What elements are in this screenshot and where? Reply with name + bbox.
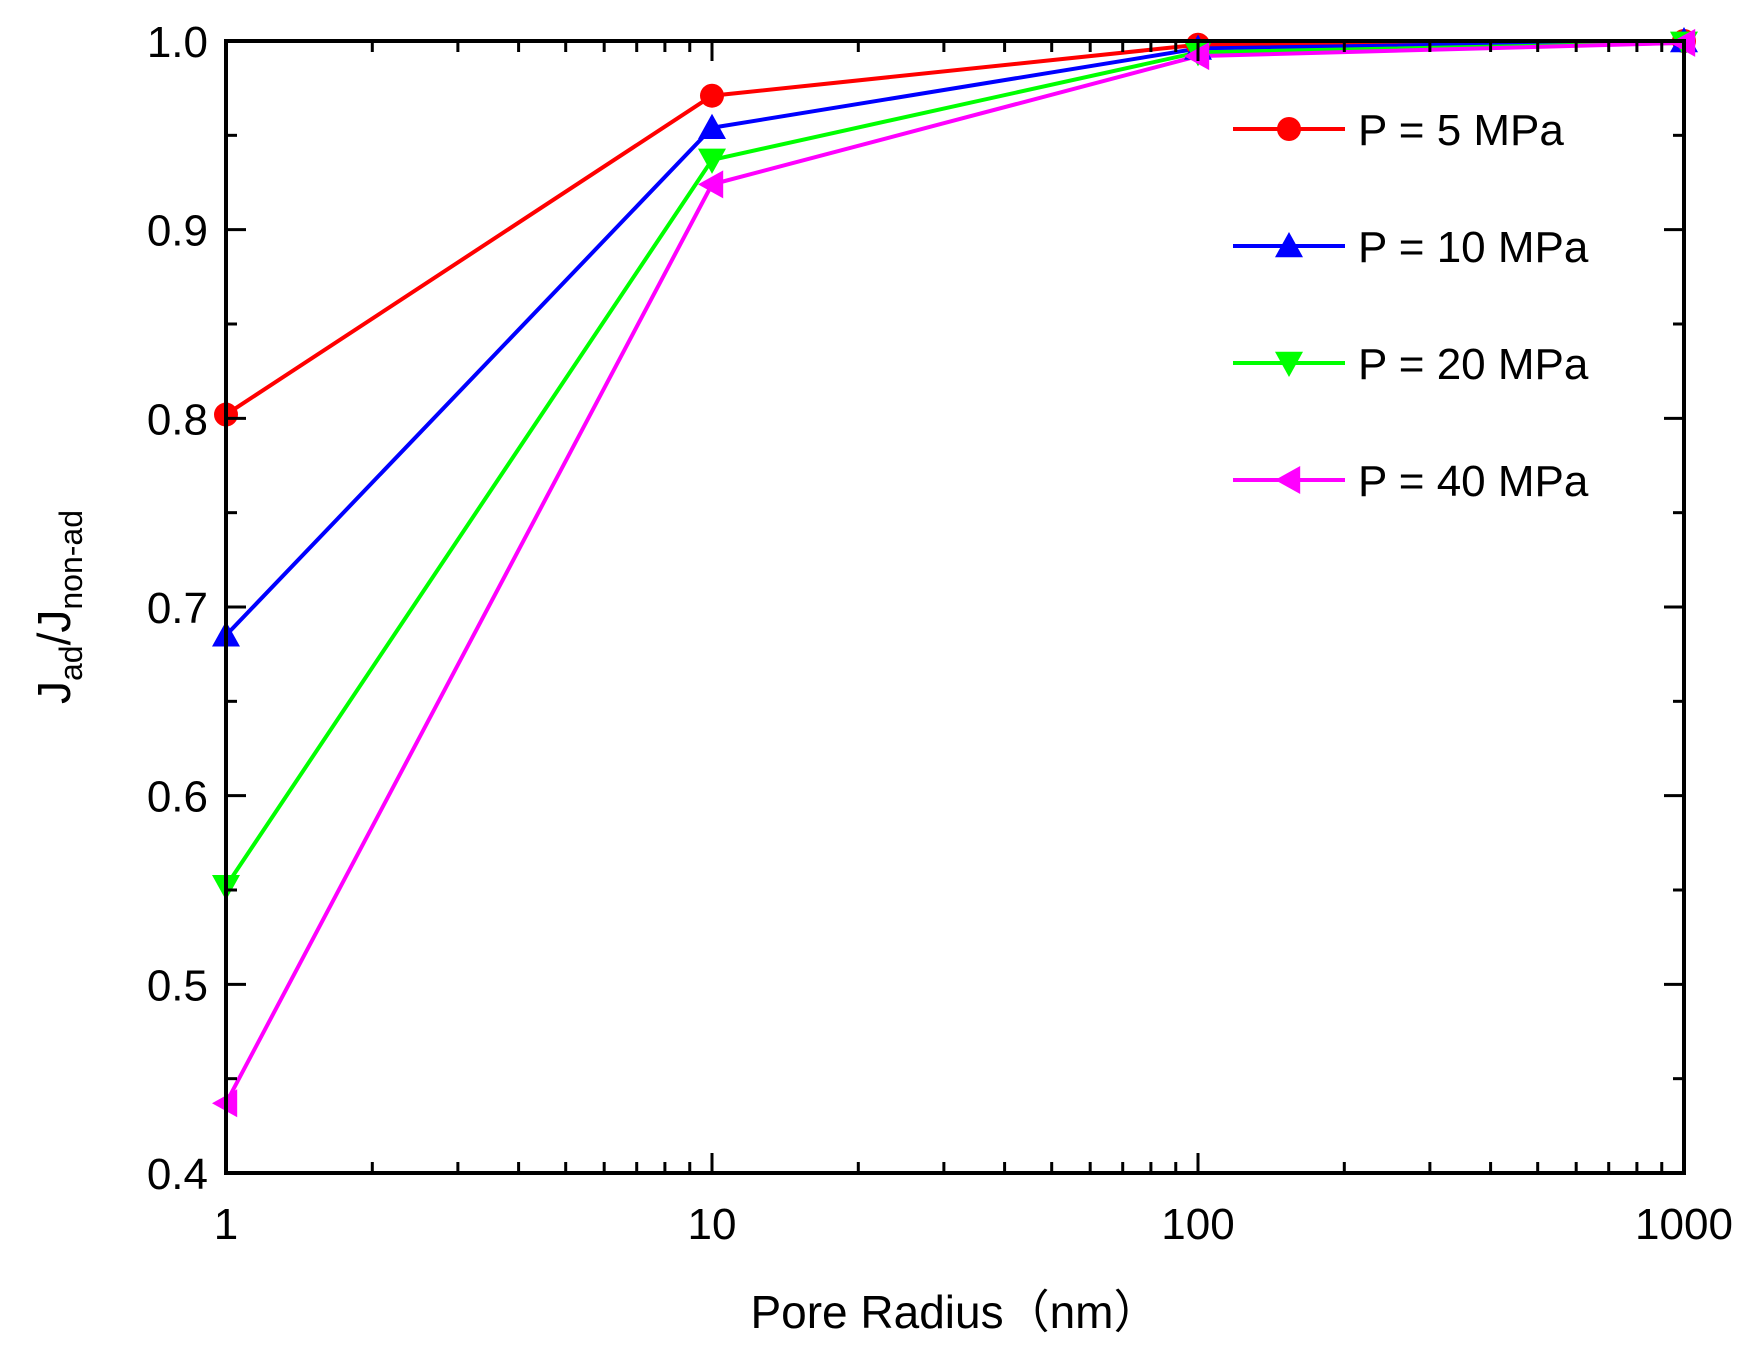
series-lines [224, 39, 1685, 1105]
y-axis-title-sep: /J [28, 610, 80, 646]
legend-label-4: P = 40 MPa [1358, 457, 1589, 506]
x-axis-title: Pore Radius（nm） [750, 1286, 1159, 1338]
y-axis-title: Jad/Jnon-ad [28, 510, 89, 704]
y-axis-title-sub-ad: ad [53, 645, 89, 681]
legend-marker-2 [1275, 232, 1303, 258]
legend-marker-3 [1275, 351, 1303, 377]
y-axis-title-main: J [28, 681, 80, 704]
legend-label-3: P = 20 MPa [1358, 340, 1589, 389]
legend: P = 5 MPa P = 10 MPa P = 20 MPa P = 40 MPa [1233, 106, 1589, 506]
legend-marker-1 [1277, 117, 1301, 141]
y-tick-label: 0.6 [147, 773, 208, 822]
legend-marker-4 [1275, 466, 1301, 494]
x-tick-label: 1 [214, 1200, 238, 1249]
x-tick-label: 1000 [1635, 1200, 1733, 1249]
y-tick-label: 0.9 [147, 207, 208, 256]
data-point-series-4 [698, 170, 724, 199]
plot-frame [224, 39, 1686, 1175]
y-tick-label: 0.7 [147, 584, 208, 633]
series-line-4 [224, 40, 1685, 1105]
y-tick-label: 0.5 [147, 961, 208, 1010]
series-line-2 [224, 39, 1685, 637]
x-tick-label: 10 [688, 1200, 737, 1249]
legend-label-2: P = 10 MPa [1358, 223, 1589, 272]
data-point-series-1 [700, 83, 724, 108]
data-point-series-3 [698, 148, 726, 174]
legend-label-1: P = 5 MPa [1358, 106, 1564, 155]
y-tick-label: 0.8 [147, 395, 208, 444]
x-tick-label: 100 [1161, 1200, 1234, 1249]
y-tick-label: 1.0 [147, 18, 208, 67]
data-point-series-2 [698, 113, 726, 139]
y-axis-title-sub-non-ad: non-ad [53, 510, 89, 610]
y-tick-label: 0.4 [147, 1150, 208, 1199]
axis-ticks [224, 39, 1686, 1175]
axis-tick-labels: 1 10 100 1000 0.4 0.5 0.6 0.7 0.8 0.9 1.0 [147, 18, 1733, 1249]
